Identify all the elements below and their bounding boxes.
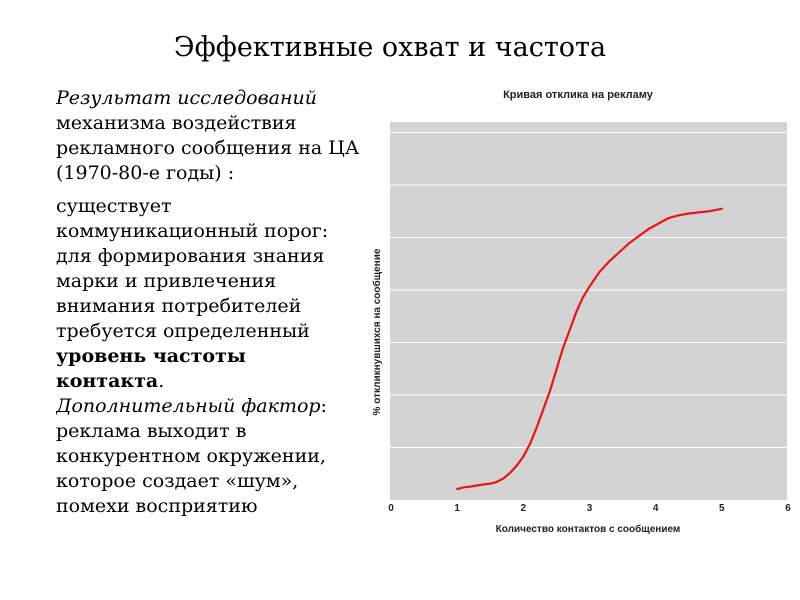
text-line: (1970-80-е годы) : (56, 162, 235, 184)
text-line: существует (56, 195, 172, 217)
x-tick-label: 5 (719, 503, 725, 514)
text-line: марки и привлечения (56, 270, 277, 292)
y-axis-label: % откликнувшихся на сообщение (371, 248, 383, 415)
text-line: требуется определенный (56, 320, 310, 342)
x-tick-label: 2 (521, 503, 527, 514)
paragraph-threshold: существует коммуникационный порог: для ф… (56, 194, 374, 519)
response-curve-line (456, 207, 723, 491)
additional-factor-label: Дополнительный фактор (56, 395, 321, 417)
x-tick-label: 0 (388, 503, 394, 514)
slide-body-text: Результат исследований механизма воздейс… (56, 86, 374, 519)
text-line: помехи восприятию (56, 495, 258, 517)
research-result-label: Результат исследований (56, 87, 317, 109)
text-line: механизма воздействия (56, 112, 297, 134)
slide-title: Эффективные охват и частота (173, 32, 607, 63)
text-colon: : (320, 395, 327, 417)
paragraph-research: Результат исследований механизма воздейс… (56, 86, 374, 186)
x-tick-label: 3 (587, 503, 593, 514)
x-tick-labels: 0 1 2 3 4 5 6 (388, 503, 791, 514)
text-line: коммуникационный порог: (56, 220, 329, 242)
text-line: рекламного сообщения на ЦА (56, 137, 360, 159)
x-tick-label: 1 (454, 503, 460, 514)
text-period: . (158, 370, 165, 392)
text-line: реклама выходит в (56, 420, 247, 442)
plot-area (390, 122, 787, 500)
grid-lines (390, 132, 787, 448)
x-tick-label: 4 (653, 503, 659, 514)
x-tick-label: 6 (785, 503, 791, 514)
response-curve-chart: Кривая отклика на рекламу 0 1 2 3 4 5 6 Количе… (371, 89, 791, 535)
text-line: которое создает «шум», (56, 470, 299, 492)
text-line: конкурентном окружении, (56, 445, 326, 467)
text-line: внимания потребителей (56, 295, 302, 317)
text-line: для формирования знания (56, 245, 325, 267)
contact-emphasis: контакта (56, 370, 159, 392)
frequency-level-emphasis: уровень частоты (56, 345, 246, 367)
chart-title: Кривая отклика на рекламу (503, 89, 654, 101)
x-axis-label: Количество контактов с сообщением (496, 523, 681, 535)
